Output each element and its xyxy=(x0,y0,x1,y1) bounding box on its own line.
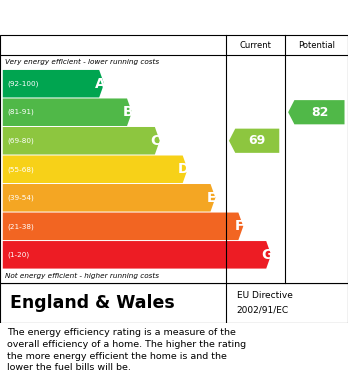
Text: (69-80): (69-80) xyxy=(8,138,34,144)
Polygon shape xyxy=(288,100,345,124)
Polygon shape xyxy=(3,241,271,269)
Polygon shape xyxy=(3,184,215,212)
Text: (39-54): (39-54) xyxy=(8,195,34,201)
Text: (81-91): (81-91) xyxy=(8,109,34,115)
Text: The energy efficiency rating is a measure of the
overall efficiency of a home. T: The energy efficiency rating is a measur… xyxy=(7,328,246,373)
Polygon shape xyxy=(229,129,279,153)
Text: (55-68): (55-68) xyxy=(8,166,34,172)
Text: Potential: Potential xyxy=(298,41,335,50)
Text: 82: 82 xyxy=(311,106,328,119)
Text: Not energy efficient - higher running costs: Not energy efficient - higher running co… xyxy=(5,273,159,279)
Text: Current: Current xyxy=(240,41,272,50)
Text: England & Wales: England & Wales xyxy=(10,294,175,312)
Text: 2002/91/EC: 2002/91/EC xyxy=(237,305,289,315)
Text: (21-38): (21-38) xyxy=(8,223,34,230)
Text: Very energy efficient - lower running costs: Very energy efficient - lower running co… xyxy=(5,59,159,65)
Text: D: D xyxy=(177,162,189,176)
Text: (1-20): (1-20) xyxy=(8,251,30,258)
Text: Energy Efficiency Rating: Energy Efficiency Rating xyxy=(10,10,220,25)
Text: E: E xyxy=(206,191,216,205)
Text: F: F xyxy=(234,219,244,233)
Text: B: B xyxy=(122,105,133,119)
Polygon shape xyxy=(3,99,132,126)
Polygon shape xyxy=(3,127,160,154)
Polygon shape xyxy=(3,156,188,183)
Text: EU Directive: EU Directive xyxy=(237,291,293,301)
Text: C: C xyxy=(150,134,161,148)
Polygon shape xyxy=(3,213,243,240)
Text: (92-100): (92-100) xyxy=(8,81,39,87)
Text: 69: 69 xyxy=(248,134,266,147)
Text: A: A xyxy=(95,77,105,91)
Text: G: G xyxy=(261,248,272,262)
Polygon shape xyxy=(3,70,104,97)
